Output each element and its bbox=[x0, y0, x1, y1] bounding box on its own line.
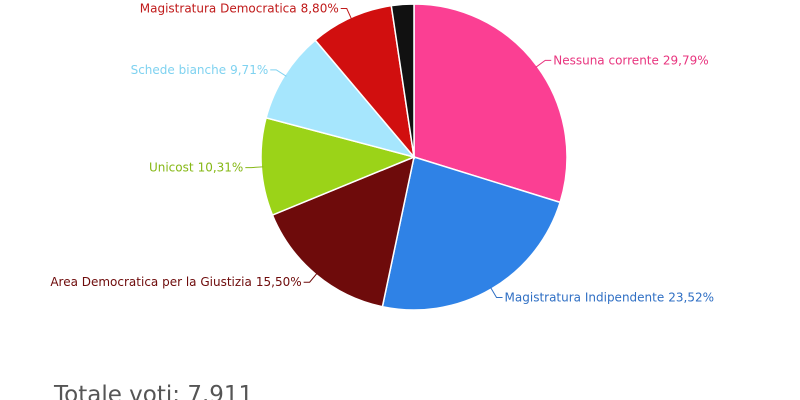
slice-name: Magistratura Indipendente bbox=[505, 291, 665, 305]
total-votes: Totale voti: 7.911 bbox=[53, 382, 253, 400]
pie-slice bbox=[390, 3, 415, 158]
label-connector bbox=[340, 8, 353, 20]
slice-value: 23,52% bbox=[668, 291, 714, 305]
slice-value: 10,31% bbox=[198, 161, 244, 175]
slice-name: Magistratura Democratica bbox=[140, 2, 297, 16]
slice-value: 8,80% bbox=[301, 2, 339, 16]
label-connector bbox=[535, 59, 552, 68]
slice-value: 29,79% bbox=[663, 53, 709, 67]
label-connector bbox=[270, 69, 287, 77]
slice-name: Nessuna corrente bbox=[553, 53, 659, 67]
slice-label: Schede bianche 9,71% bbox=[131, 63, 269, 77]
slice-label: Magistratura Democratica 8,80% bbox=[140, 2, 339, 16]
label-connector bbox=[245, 166, 264, 169]
label-connector bbox=[490, 286, 503, 299]
slice-label: Magistratura Indipendente 23,52% bbox=[505, 291, 714, 305]
slice-value: 9,71% bbox=[230, 63, 268, 77]
slice-name: Schede bianche bbox=[131, 63, 227, 77]
slice-label: Unicost 10,31% bbox=[149, 161, 243, 175]
slice-name: Unicost bbox=[149, 161, 194, 175]
slice-value: 15,50% bbox=[256, 275, 302, 289]
slice-label: Nessuna corrente 29,79% bbox=[553, 53, 708, 67]
slice-label: Area Democratica per la Giustizia 15,50% bbox=[50, 275, 301, 289]
label-connector bbox=[303, 272, 318, 283]
slice-name: Area Democratica per la Giustizia bbox=[50, 275, 252, 289]
